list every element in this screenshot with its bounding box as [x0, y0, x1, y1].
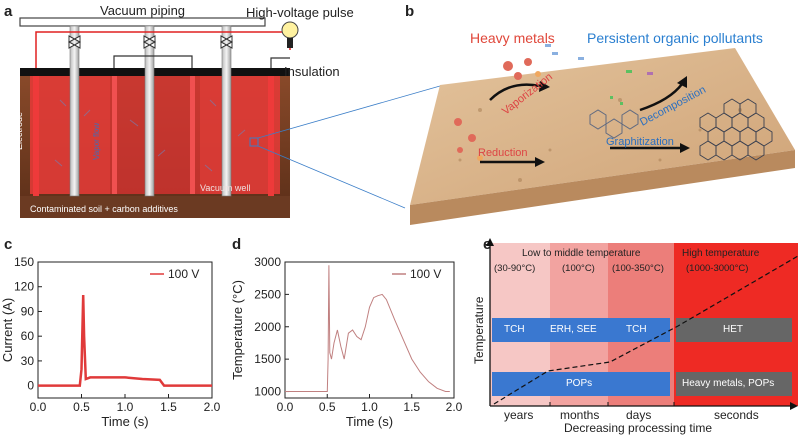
inset-marker [249, 137, 259, 147]
electrode-left [33, 76, 39, 196]
label-reduction: Reduction [478, 147, 528, 159]
label-vacuum-well: Vacuum well [200, 183, 251, 193]
x-tick-label: 0.0 [277, 400, 294, 414]
electrode-right [268, 76, 274, 196]
hv-pulse-icon [281, 21, 299, 39]
range-3: (100-350°C) [612, 263, 664, 274]
series-line [38, 294, 212, 387]
method-het-bar [676, 318, 792, 342]
x-axis-label: Time (s) [346, 414, 393, 429]
processing-panel: Low to middle temperature High temperatu… [468, 236, 800, 435]
panel-letter-b: b [405, 3, 415, 20]
panel-letter-d: d [232, 236, 242, 253]
time-months: months [560, 408, 600, 422]
y-tick-label: 90 [21, 304, 35, 318]
temperature-trend-line [493, 255, 799, 405]
label-vacuum-piping: Vacuum piping [100, 3, 186, 18]
label-hv-pulse: High-voltage pulse [246, 5, 354, 20]
range-2: (100°C) [562, 263, 595, 274]
label-pops: Persistent organic pollutants [587, 30, 763, 46]
e-ylabel: Temperature [472, 296, 486, 364]
vacuum-well-2 [144, 25, 155, 197]
time-seconds: seconds [714, 408, 759, 422]
header-low: Low to middle temperature [522, 248, 641, 259]
y-axis-arrow-icon [486, 238, 494, 246]
pops-label: POPs [566, 378, 593, 389]
y-tick-label: 0 [27, 379, 34, 393]
y-tick-label: 3000 [254, 255, 281, 269]
range-4: (1000-3000°C) [686, 263, 749, 274]
label-graphitization: Graphitization [606, 136, 674, 148]
method-erh-see: ERH, SEE [550, 324, 597, 335]
pops-bar [492, 372, 670, 396]
time-years: years [504, 408, 534, 422]
label-insulation: Insulation [284, 64, 340, 79]
high-bar [676, 372, 792, 396]
label-electrode: Electrode [14, 111, 24, 150]
y-tick-label: 1500 [254, 352, 281, 366]
vacuum-well-1 [69, 25, 80, 197]
heavy-metal-particle [503, 61, 513, 71]
y-tick-label: 2000 [254, 320, 281, 334]
method-bar [492, 318, 670, 342]
legend-label: 100 V [410, 267, 441, 281]
valve-icon [219, 35, 234, 49]
x-tick-label: 0.5 [319, 400, 336, 414]
x-tick-label: 1.5 [160, 400, 177, 414]
x-tick-label: 2.0 [446, 400, 463, 414]
y-tick-label: 1000 [254, 385, 281, 399]
method-het: HET [723, 324, 743, 335]
panel-a-diagram [19, 17, 299, 218]
high-label: Heavy metals, POPs [682, 378, 775, 389]
y-axis-label: Temperature (°C) [230, 280, 245, 380]
label-heavy-metals: Heavy metals [470, 30, 555, 46]
x-tick-label: 1.0 [361, 400, 378, 414]
y-tick-label: 120 [14, 280, 34, 294]
panel-b-diagram [410, 44, 795, 225]
y-tick-label: 150 [14, 255, 34, 269]
time-days: days [626, 408, 652, 422]
vacuum-well-3 [221, 25, 232, 197]
soil-bottom-band [20, 196, 290, 218]
valve-icon [142, 35, 157, 49]
series-line [285, 265, 450, 392]
sand-slab-side [410, 150, 795, 225]
x-tick-label: 1.5 [403, 400, 420, 414]
x-tick-label: 2.0 [204, 400, 221, 414]
y-axis-label: Current (A) [0, 298, 15, 362]
x-tick-label: 0.5 [73, 400, 90, 414]
temperature-chart: 0.0 0.5 1.0 1.5 2.0 1000 1500 2000 2500 3000 Time … [230, 255, 463, 429]
plot-frame [284, 261, 455, 399]
vacuum-pipe [19, 17, 266, 27]
x-axis-label: Time (s) [101, 414, 148, 429]
range-1: (30-90°C) [494, 263, 536, 274]
x-tick-label: 0.0 [30, 400, 47, 414]
arrow-decomposition [639, 83, 683, 112]
pop-molecule [589, 109, 639, 139]
method-tch-2: TCH [626, 324, 647, 335]
panel-e-axes [486, 238, 799, 410]
panel-letter-a: a [4, 3, 13, 20]
wire-dark [113, 55, 193, 68]
x-axis-arrow-icon [790, 402, 798, 410]
current-chart: 0.0 0.5 1.0 1.5 2.0 0 30 60 90 120 150 Time (s) Curr… [0, 255, 221, 429]
e-xlabel: Decreasing processing time [564, 421, 713, 435]
panel-letter-c: c [4, 236, 13, 253]
y-tick-label: 60 [21, 329, 35, 343]
label-soil: Contaminated soil + carbon additives [30, 204, 178, 214]
label-vapor-flow: Vapor flow [92, 122, 101, 160]
x-tick-label: 1.0 [117, 400, 134, 414]
zoom-connector [257, 85, 441, 209]
insulation-layer [20, 68, 290, 76]
y-tick-label: 2500 [254, 287, 281, 301]
graphite-lattice [699, 98, 773, 161]
arrow-vaporization [489, 83, 541, 101]
legend-label: 100 V [168, 267, 199, 281]
valve-icon [67, 35, 82, 49]
y-tick-label: 30 [21, 354, 35, 368]
method-tch-1: TCH [504, 324, 525, 335]
header-high: High temperature [682, 248, 760, 259]
